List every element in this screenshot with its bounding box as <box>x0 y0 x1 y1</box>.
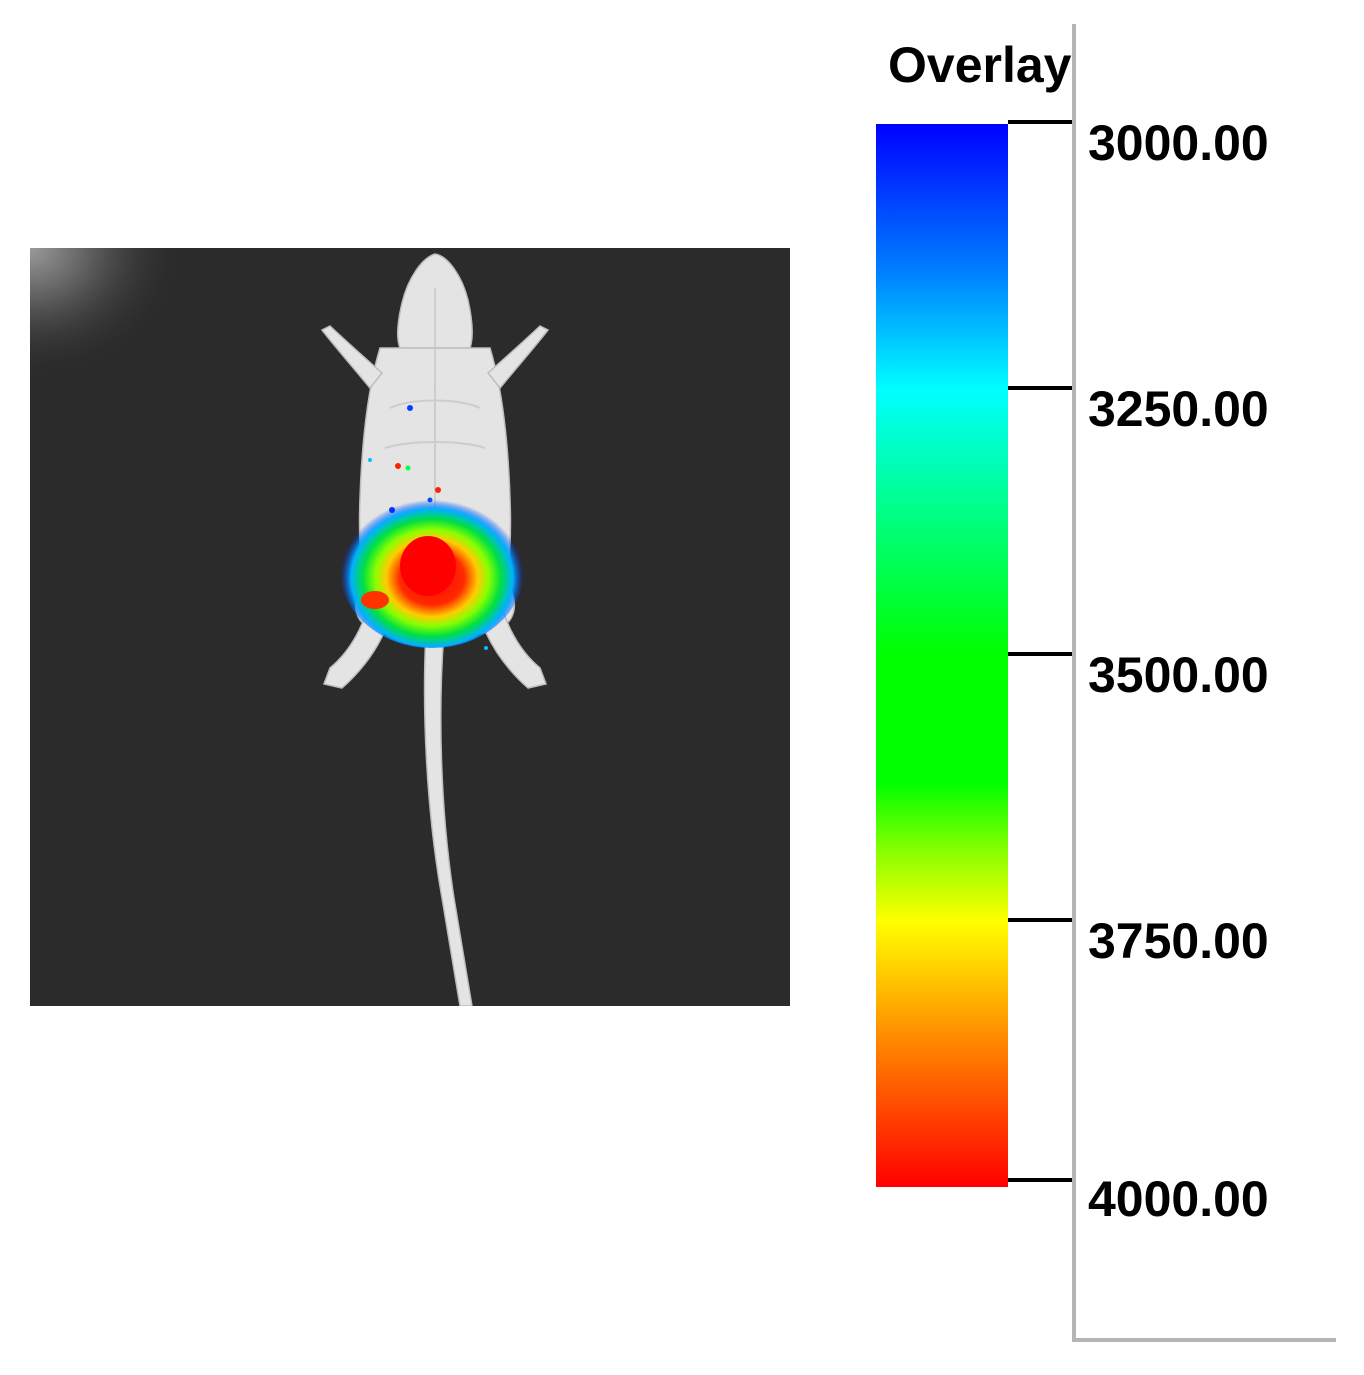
corner-glow <box>30 248 290 468</box>
legend-tick-label: 3750.00 <box>1088 913 1269 969</box>
signal-hotspot <box>400 536 456 596</box>
legend-axis-line <box>1072 24 1076 1342</box>
mouse-image <box>30 248 790 1006</box>
legend-tick <box>1008 652 1072 656</box>
legend-tick <box>1008 120 1072 124</box>
legend-tick <box>1008 1178 1072 1182</box>
legend-tick <box>1008 918 1072 922</box>
legend-tick-label: 4000.00 <box>1088 1171 1269 1227</box>
legend-axis-bottom <box>1072 1338 1336 1342</box>
signal-lateral <box>361 591 389 609</box>
legend-tick-label: 3250.00 <box>1088 381 1269 437</box>
imaging-panel <box>30 248 790 1006</box>
legend-tick-label: 3000.00 <box>1088 115 1269 171</box>
legend-tick-label: 3500.00 <box>1088 647 1269 703</box>
legend-tick <box>1008 386 1072 390</box>
color-scale-bar <box>876 124 1008 1187</box>
signal-speckles <box>368 405 488 650</box>
legend-title: Overlay <box>888 37 1072 93</box>
